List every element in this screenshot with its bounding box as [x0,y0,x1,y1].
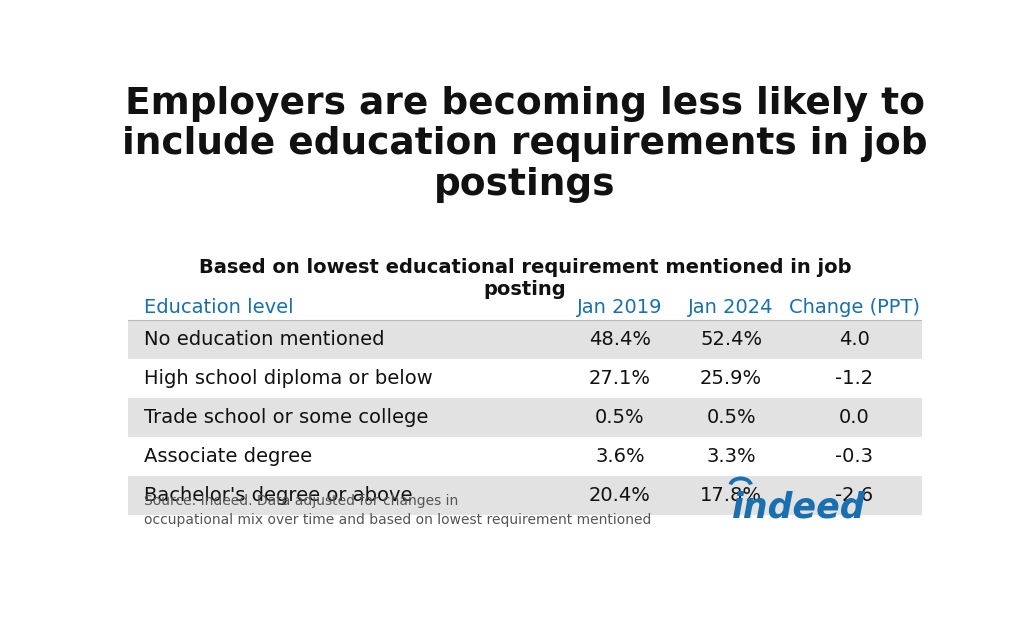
Text: 17.8%: 17.8% [700,486,762,505]
Text: 0.0: 0.0 [839,408,869,427]
Text: No education mentioned: No education mentioned [143,330,384,348]
Text: Source: Indeed. Data adjusted for changes in
occupational mix over time and base: Source: Indeed. Data adjusted for change… [143,493,651,527]
Text: Bachelor's degree or above: Bachelor's degree or above [143,486,413,505]
Text: Trade school or some college: Trade school or some college [143,408,428,427]
Text: 25.9%: 25.9% [700,369,762,388]
Text: 0.5%: 0.5% [707,408,756,427]
FancyBboxPatch shape [128,320,922,359]
Text: Based on lowest educational requirement mentioned in job
posting: Based on lowest educational requirement … [199,258,851,299]
Text: High school diploma or below: High school diploma or below [143,369,432,388]
Text: 4.0: 4.0 [839,330,869,348]
Text: 27.1%: 27.1% [589,369,651,388]
Text: -0.3: -0.3 [836,447,873,466]
Text: 20.4%: 20.4% [589,486,651,505]
Text: Change (PPT): Change (PPT) [788,298,920,318]
Text: 0.5%: 0.5% [595,408,645,427]
Text: Education level: Education level [143,298,294,318]
FancyBboxPatch shape [128,476,922,515]
Text: 3.3%: 3.3% [707,447,756,466]
Text: Employers are becoming less likely to
include education requirements in job
post: Employers are becoming less likely to in… [122,86,928,202]
Text: Associate degree: Associate degree [143,447,312,466]
Text: Jan 2019: Jan 2019 [578,298,663,318]
Text: 48.4%: 48.4% [589,330,651,348]
Text: Jan 2024: Jan 2024 [688,298,774,318]
Text: 52.4%: 52.4% [700,330,762,348]
Text: indeed: indeed [732,491,865,525]
Text: 3.6%: 3.6% [595,447,645,466]
Text: -2.6: -2.6 [836,486,873,505]
Text: -1.2: -1.2 [836,369,873,388]
FancyBboxPatch shape [128,398,922,437]
